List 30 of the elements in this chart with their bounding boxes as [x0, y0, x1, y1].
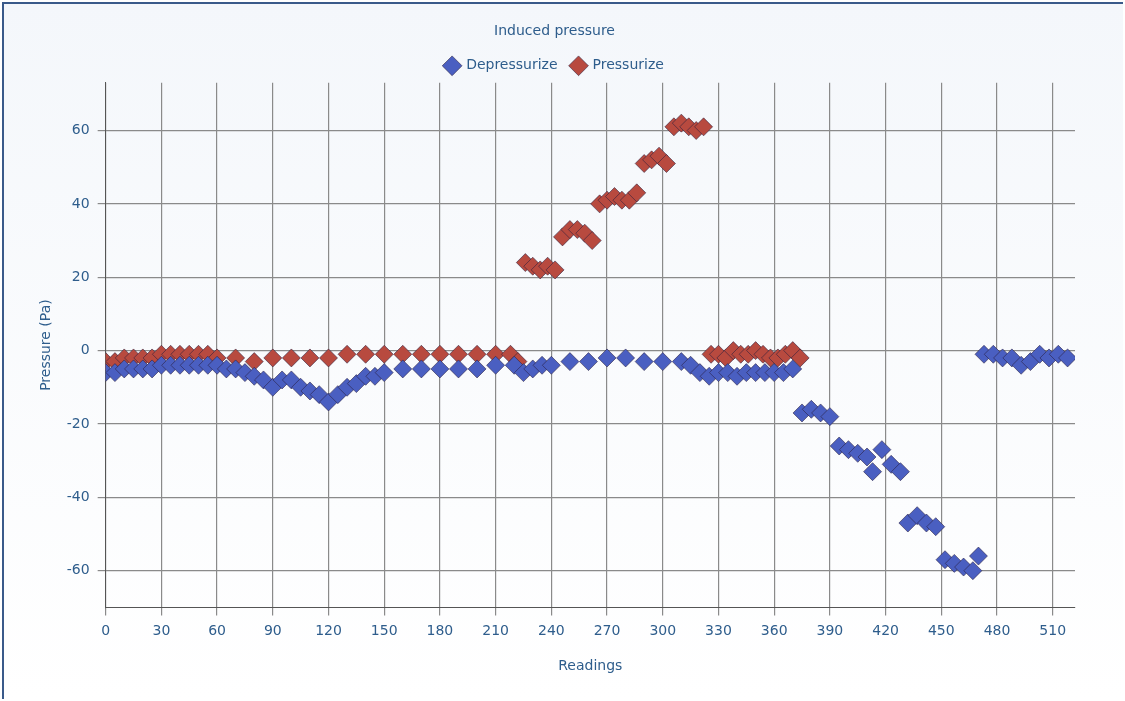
x-tick-label: 360 [760, 622, 788, 639]
x-tick-label: 450 [927, 622, 955, 639]
y-tick-label: -20 [66, 414, 90, 431]
y-tick-label: 20 [71, 267, 90, 284]
y-tick-label: 40 [71, 194, 90, 211]
x-tick-label: 90 [263, 622, 282, 639]
x-tick-label: 150 [370, 622, 398, 639]
y-axis-title: Pressure (Pa) [37, 299, 54, 391]
x-tick-label: 0 [101, 622, 111, 639]
x-tick-label: 330 [705, 622, 732, 639]
x-tick-label: 120 [315, 622, 342, 639]
y-tick-label: 0 [80, 341, 90, 358]
y-tick-label: -40 [66, 487, 90, 504]
x-tick-label: 270 [593, 622, 621, 639]
x-tick-label: 390 [816, 622, 844, 639]
y-tick-label: 60 [71, 121, 90, 138]
legend-title: Induced pressure [494, 21, 615, 38]
x-tick-label: 60 [208, 622, 226, 639]
x-tick-label: 30 [152, 622, 171, 639]
x-tick-label: 210 [482, 622, 509, 639]
y-tick-label: -60 [66, 561, 90, 578]
x-axis-title: Readings [558, 657, 623, 674]
x-tick-label: 180 [426, 622, 454, 639]
legend-label: Depressurize [466, 56, 558, 73]
x-tick-label: 480 [983, 622, 1011, 639]
x-tick-label: 510 [1039, 622, 1067, 639]
legend-label: Pressurize [592, 56, 664, 73]
x-tick-label: 420 [872, 622, 899, 639]
x-tick-label: 300 [649, 622, 677, 639]
x-tick-label: 240 [537, 622, 565, 639]
